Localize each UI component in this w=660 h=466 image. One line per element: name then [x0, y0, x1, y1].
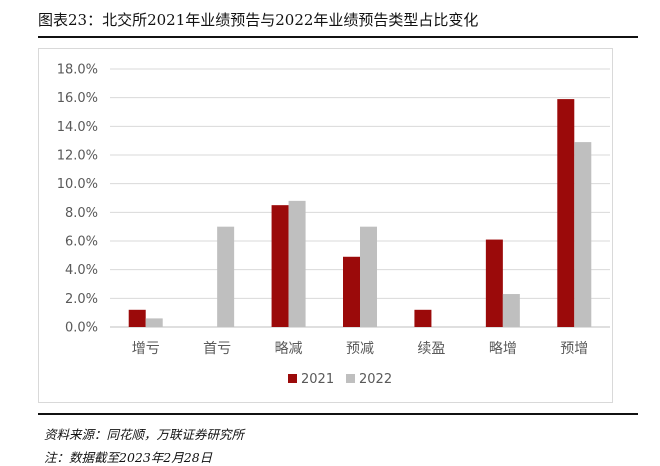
bar-2022 — [145, 318, 163, 327]
date-note: 注：数据截至2023年2月28日 — [44, 450, 213, 465]
top-rule — [38, 36, 638, 38]
x-tick-label: 增亏 — [132, 341, 160, 357]
x-tick-label: 略增 — [489, 341, 517, 357]
bar-2021 — [343, 256, 360, 327]
bar-2021 — [485, 239, 503, 327]
x-tick-label: 续盈 — [417, 340, 445, 357]
bar-chart: 0.0% 2.0% 4.0% 6.0% 8.0% 10.0% 12.0% 14.0% 16.0%… — [57, 63, 610, 387]
figure-title: 图表23：北交所2021年业绩预告与2022年业绩预告类型占比变化 — [38, 11, 479, 29]
y-tick-label: 10.0% — [57, 177, 98, 192]
chart-frame: 0.0% 2.0% 4.0% 6.0% 8.0% 10.0% 12.0% 14.0% 16.0%… — [38, 48, 613, 403]
source-note: 资料来源：同花顺，万联证券研究所 — [44, 427, 245, 442]
bar-2022 — [360, 226, 377, 327]
y-tick-label: 2.0% — [65, 292, 98, 307]
bar-2021 — [128, 309, 146, 327]
y-tick-label: 18.0% — [57, 63, 98, 78]
bar-2021 — [557, 99, 575, 327]
bottom-rule — [38, 413, 638, 415]
bar-2021 — [271, 205, 289, 327]
y-tick-label: 16.0% — [57, 91, 98, 106]
x-tick-label: 预增 — [560, 341, 588, 357]
legend-swatch-2021 — [288, 374, 297, 383]
bar-2021 — [414, 309, 432, 327]
y-tick-label: 4.0% — [65, 263, 98, 278]
legend-label-2022: 2022 — [359, 372, 392, 387]
x-tick-label: 预减 — [346, 341, 374, 357]
legend-label-2021: 2021 — [301, 372, 334, 387]
bar-2022 — [288, 200, 306, 327]
bar-2022 — [502, 294, 520, 327]
legend-swatch-2022 — [346, 374, 355, 383]
y-tick-label: 6.0% — [65, 235, 98, 250]
x-tick-label: 略减 — [275, 341, 303, 357]
bar-2022 — [574, 142, 592, 327]
y-tick-label: 0.0% — [65, 321, 98, 336]
bar-2022 — [217, 226, 235, 327]
y-tick-label: 12.0% — [57, 149, 98, 164]
y-tick-label: 14.0% — [57, 120, 98, 135]
y-tick-label: 8.0% — [65, 206, 98, 221]
x-tick-label: 首亏 — [203, 341, 231, 357]
